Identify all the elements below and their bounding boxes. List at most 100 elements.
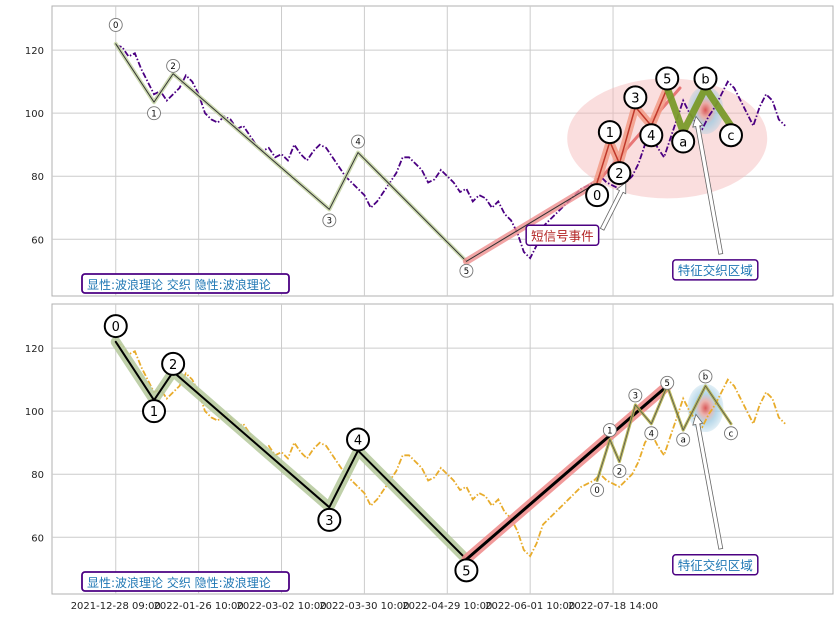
bottom-wave-label-13: b: [703, 373, 708, 383]
top-wave-label-circle-9: [623, 85, 648, 110]
top-wave-label-circle-10: [639, 123, 664, 148]
bottom-wave-label-3: 3: [325, 514, 333, 529]
bottom-panel: 60 80 100 120 特征交织区域 0 1 2 3 4 5 0 1 2 3 4 5 a b c 显性:波浪理论 交…: [25, 303, 834, 595]
bottom-wave-label-circle-8: [612, 464, 627, 479]
bottom-wave-label-circle-7: [602, 423, 617, 438]
top-wave-label-10: 4: [647, 129, 655, 144]
bottom-wave-label-circle-12: [676, 432, 691, 447]
top-series-line-0: [115, 44, 786, 260]
top-annotation-label-1: 特征交织区域: [678, 263, 753, 278]
top-y-tick-label: 120: [25, 46, 44, 57]
bottom-wave-label-6: 0: [594, 486, 599, 496]
top-wave-label-circle-12: [671, 129, 696, 154]
top-wave-label-9: 3: [631, 91, 639, 106]
top-annotation-box-0: [525, 224, 600, 247]
bottom-wave-label-7: 1: [607, 426, 612, 436]
bottom-wave-label-circle-10: [644, 426, 659, 441]
top-wave-label-2: 2: [170, 62, 175, 72]
top-annotation-label-0: 短信号事件: [531, 228, 594, 243]
top-caption: 显性:波浪理论 交织 隐性:波浪理论: [87, 277, 271, 292]
top-wave-label-circle-2: [166, 58, 181, 73]
bottom-caption: 显性:波浪理论 交织 隐性:波浪理论: [87, 575, 271, 590]
bottom-wave-label-circle-14: [724, 426, 738, 441]
bottom-y-tick-label: 100: [25, 407, 44, 418]
top-wave-label-circle-1: [147, 106, 161, 121]
top-wave-0-layer-1: [115, 43, 467, 262]
bottom-annotation-box-0: [672, 554, 759, 576]
top-wave-label-circle-8: [607, 161, 632, 186]
top-wave-label-circle-4: [351, 134, 365, 149]
top-wave-label-7: 1: [606, 126, 614, 141]
bottom-plot-frame: [51, 303, 834, 595]
top-wave-label-circle-3: [322, 213, 337, 228]
bottom-wave-label-circle-6: [590, 483, 605, 497]
bottom-wave-label-0: 0: [112, 320, 120, 335]
x-tick-label-2: 2022-03-02 10:00: [236, 601, 326, 612]
bottom-wave-label-circle-11: [660, 375, 675, 390]
x-tick-label-4: 2022-04-29 10:00: [402, 601, 492, 612]
bottom-y-tick-label: 60: [31, 533, 44, 544]
top-wave-label-6: 0: [593, 189, 601, 204]
bottom-wave-0-layer-1: [114, 340, 468, 561]
bottom-wave-label-circle-0: [103, 314, 128, 339]
top-wave-label-circle-11: [655, 66, 680, 91]
bottom-y-tick-label: 80: [31, 470, 44, 481]
bottom-wave-label-9: 3: [633, 392, 638, 402]
bottom-wave-label-4: 4: [354, 434, 362, 449]
bottom-wave-label-circle-3: [317, 507, 342, 532]
bottom-y-tick-label: 120: [25, 344, 44, 355]
top-y-tick-label: 80: [31, 172, 44, 183]
bottom-wave-label-12: a: [681, 436, 686, 446]
bottom-wave-label-circle-13: [698, 369, 713, 384]
bottom-wave-label-circle-2: [161, 351, 186, 376]
top-annotation-arrow-0: [599, 181, 627, 231]
top-wave-label-14: c: [727, 129, 734, 144]
bottom-wave-label-8: 2: [617, 467, 622, 477]
top-wave-4-layer-0: [663, 84, 735, 136]
top-wave-label-0: 0: [113, 21, 118, 31]
top-wave-label-11: 5: [663, 73, 671, 88]
top-wave-label-5: 5: [464, 267, 469, 277]
top-wave-label-circle-5: [459, 263, 474, 278]
top-y-tick-label: 60: [31, 235, 44, 246]
top-annotation-box-1: [672, 259, 759, 281]
x-tick-label-3: 2022-03-30 10:00: [319, 601, 409, 612]
bottom-wave-label-10: 4: [649, 429, 654, 439]
bottom-wave-2-layer-1: [596, 385, 732, 481]
bottom-wave-label-circle-1: [142, 399, 167, 424]
top-wave-label-circle-14: [718, 123, 743, 148]
top-wave-label-8: 2: [615, 167, 623, 182]
top-wave-label-circle-6: [585, 183, 610, 208]
bottom-caption-box: [81, 571, 290, 592]
top-wave-1-layer-1: [465, 182, 598, 262]
top-y-tick-label: 100: [25, 109, 44, 120]
bottom-wave-label-5: 5: [462, 564, 470, 579]
bottom-wave-label-circle-9: [628, 388, 643, 403]
top-wave-label-13: b: [701, 73, 709, 88]
top-annotation-arrow-1: [692, 115, 724, 255]
top-wave-3-layer-1: [596, 87, 668, 184]
top-caption-box: [81, 273, 290, 294]
bottom-annotation-label-0: 特征交织区域: [678, 558, 753, 573]
top-wave-label-circle-7: [597, 120, 622, 145]
top-wave-label-4: 4: [355, 138, 360, 148]
bottom-wave-label-circle-5: [454, 558, 479, 583]
top-wave-label-circle-13: [693, 66, 718, 91]
top-wave-label-3: 3: [327, 217, 332, 227]
bottom-annotation-arrow-0: [692, 413, 724, 550]
x-tick-label-6: 2022-07-18 14:00: [568, 601, 658, 612]
bottom-wave-label-11: 5: [665, 379, 670, 389]
x-tick-label-0: 2021-12-28 09:00: [71, 601, 161, 612]
top-wave-label-1: 1: [151, 109, 156, 119]
bottom-wave-label-14: c: [729, 429, 734, 439]
x-tick-label-5: 2022-06-01 10:00: [485, 601, 575, 612]
bottom-wave-label-1: 1: [150, 405, 158, 420]
top-wave-label-circle-0: [108, 17, 123, 32]
x-tick-label-1: 2022-01-26 10:00: [154, 601, 244, 612]
bottom-wave-label-circle-4: [346, 427, 371, 452]
bottom-wave-label-2: 2: [169, 358, 177, 373]
top-wave-label-12: a: [679, 136, 687, 151]
